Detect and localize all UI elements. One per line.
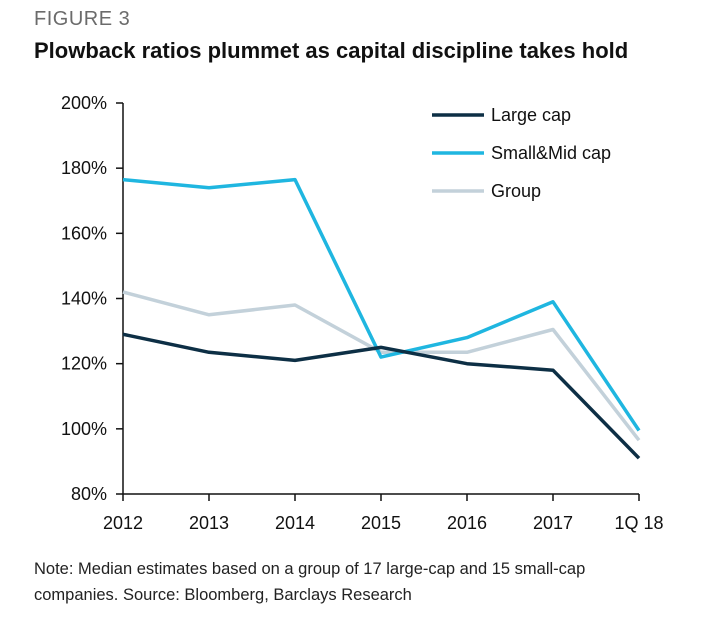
x-tick-label: 1Q 18 — [614, 513, 663, 533]
chart-series — [122, 177, 641, 460]
x-tick-label: 2012 — [103, 513, 143, 533]
series-line-large-cap — [122, 332, 641, 460]
y-tick-label: 200% — [61, 93, 107, 113]
y-tick-label: 100% — [61, 419, 107, 439]
y-tick-label: 160% — [61, 223, 107, 243]
legend-label-small-mid-cap: Small&Mid cap — [491, 143, 611, 163]
line-chart: 80% 100% 120% 140% 160% 180% 200% 2012 2013 2014 2… — [61, 93, 664, 533]
y-tick-label: 80% — [71, 484, 107, 504]
figure-label: FIGURE 3 — [34, 8, 131, 30]
chart-title: Plowback ratios plummet as capital disci… — [34, 38, 629, 63]
y-tick-label: 140% — [61, 289, 107, 309]
legend-label-group: Group — [491, 181, 541, 201]
x-tick-label: 2013 — [189, 513, 229, 533]
chart-note: Note: Median estimates based on a group … — [34, 560, 586, 604]
y-tick-label: 120% — [61, 354, 107, 374]
x-tick-label: 2015 — [361, 513, 401, 533]
chart-axes: 80% 100% 120% 140% 160% 180% 200% 2012 2013 2014 2… — [61, 93, 664, 533]
y-tick-label: 180% — [61, 158, 107, 178]
legend-label-large-cap: Large cap — [491, 105, 571, 125]
x-tick-label: 2016 — [447, 513, 487, 533]
series-line-small-mid-cap — [122, 177, 641, 432]
x-tick-label: 2014 — [275, 513, 315, 533]
x-tick-label: 2017 — [533, 513, 573, 533]
chart-legend: Large cap Small&Mid cap Group — [432, 105, 611, 201]
